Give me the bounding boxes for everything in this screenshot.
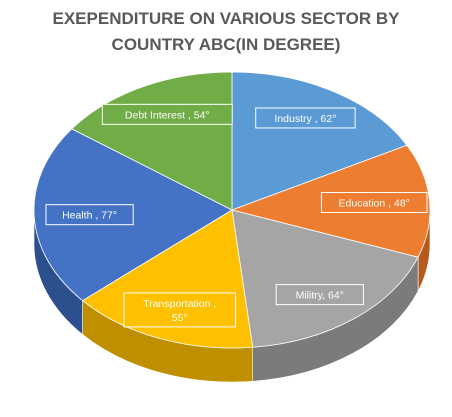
slice-label-text: Debt Interest , 54° xyxy=(125,109,210,121)
slice-label-box xyxy=(45,204,134,226)
slice-label-education: Education , 48° xyxy=(320,192,428,214)
chart-title: EXEPENDITURE ON VARIOUS SECTOR BY COUNTR… xyxy=(0,6,452,58)
slice-label-militry: Militry, 64° xyxy=(275,284,364,306)
slice-label-text: Militry, 64° xyxy=(296,290,344,302)
slice-label-box xyxy=(123,292,237,328)
slice-label-text: Transportation , xyxy=(143,298,216,310)
slice-label-text: Industry , 62° xyxy=(274,113,336,125)
slice-label-health: Health , 77° xyxy=(45,204,134,226)
slice-label-text: 55° xyxy=(172,312,188,324)
slice-label-debt-interest: Debt Interest , 54° xyxy=(101,103,233,125)
slice-label-industry: Industry , 62° xyxy=(255,107,356,129)
chart-title-line-1: EXEPENDITURE ON VARIOUS SECTOR BY xyxy=(52,9,400,28)
slice-label-box xyxy=(101,103,233,125)
slice-label-text: Education , 48° xyxy=(339,197,410,209)
slice-label-box xyxy=(255,107,356,129)
slice-label-text: Health , 77° xyxy=(62,210,117,222)
slice-label-transportation: Transportation , 55° xyxy=(123,292,237,328)
chart-title-line-2: COUNTRY ABC(IN DEGREE) xyxy=(111,35,341,54)
slice-label-box xyxy=(275,284,364,306)
pie-slice-militry xyxy=(231,209,419,348)
slice-label-box xyxy=(320,192,428,214)
pie-labels: Industry , 62° Education , 48° Militry, 64… xyxy=(45,103,428,328)
pie-slice-industry xyxy=(231,71,408,211)
